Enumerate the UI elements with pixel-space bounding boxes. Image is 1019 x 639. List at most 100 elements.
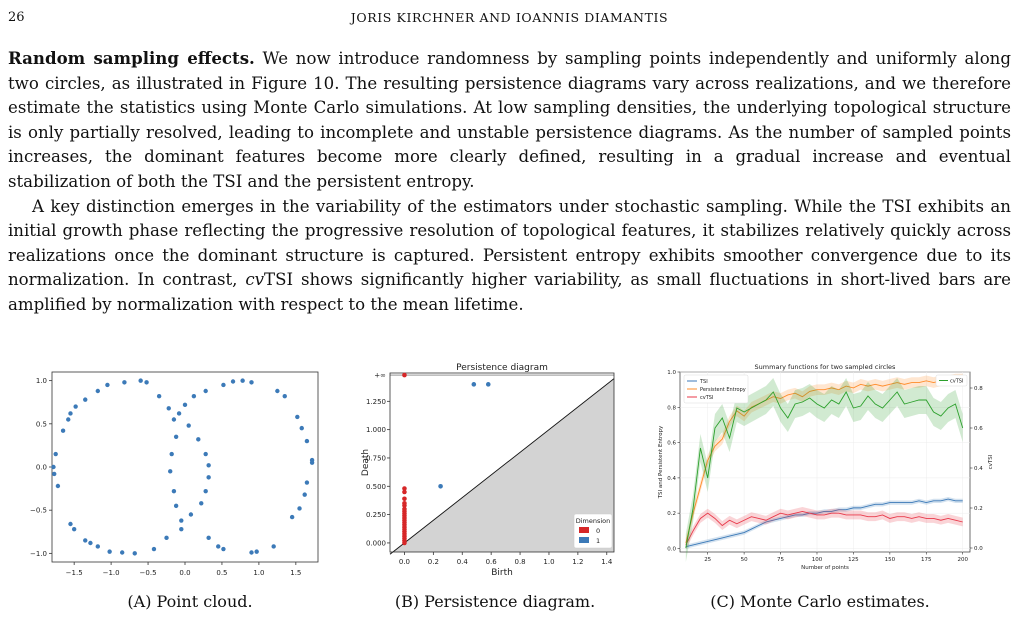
- body-text: Random sampling effects. We now introduc…: [8, 46, 1011, 318]
- dim1-point: [485, 382, 491, 387]
- series-band: [685, 496, 963, 549]
- plot-frame: [389, 372, 615, 553]
- data-point: [138, 378, 143, 383]
- data-point: [166, 406, 171, 411]
- y-tick-label-left: 0.0: [667, 546, 676, 552]
- legend-right-label: cvTSI: [950, 379, 963, 385]
- data-point: [221, 382, 226, 388]
- y-tick-label: 0.750: [366, 454, 386, 462]
- y-tick-label-infinity: +∞: [374, 372, 386, 380]
- y-tick-label-left: 0.2: [667, 511, 676, 517]
- chart-title: Summary functions for two sampled circle…: [755, 363, 897, 371]
- y-tick-label: −1.0: [30, 550, 47, 558]
- data-point: [203, 451, 208, 457]
- y-tick-label-right: 0.4: [974, 466, 983, 472]
- data-point: [122, 380, 127, 385]
- data-point: [169, 451, 174, 457]
- data-point: [88, 540, 93, 546]
- data-point: [216, 544, 221, 549]
- chart-title: Persistence diagram: [456, 363, 548, 373]
- caption-a-label: (A): [127, 592, 152, 611]
- x-tick-label: 100: [812, 557, 823, 563]
- data-point: [171, 488, 177, 494]
- data-point: [271, 544, 276, 549]
- data-point: [95, 388, 101, 394]
- data-point: [304, 480, 310, 485]
- data-point: [151, 546, 157, 552]
- data-point: [83, 397, 88, 402]
- diagonal-line: [389, 378, 615, 555]
- x-tick-label: 25: [704, 557, 711, 563]
- data-point: [206, 463, 211, 468]
- caption-a: (A) Point cloud.: [120, 592, 260, 611]
- x-tick-label: 125: [848, 557, 859, 563]
- x-tick-label: 0.2: [428, 558, 439, 566]
- paragraph-runin-heading: Random sampling effects.: [8, 48, 255, 68]
- data-point: [282, 393, 287, 399]
- x-tick-label: 0.6: [486, 558, 498, 566]
- dim0-point: [402, 506, 407, 512]
- data-point: [173, 434, 179, 439]
- paragraph-2-text-b: TSI shows significantly higher variabili…: [8, 270, 1011, 314]
- y-tick-label: 1.250: [366, 398, 386, 406]
- x-tick-label: 50: [741, 557, 748, 563]
- caption-b-label: (B): [394, 592, 420, 611]
- data-point: [249, 550, 254, 555]
- legend-left-label: cvTSI: [700, 395, 713, 401]
- y-tick-label: 0.5: [36, 420, 47, 428]
- data-point: [191, 393, 197, 399]
- series-line: [685, 391, 964, 549]
- y-tick-label-left: 0.4: [667, 476, 676, 482]
- x-axis-label: Number of points: [801, 565, 849, 571]
- data-point: [182, 402, 188, 408]
- x-tick-label: 175: [921, 557, 932, 563]
- data-point: [240, 378, 245, 383]
- y-tick-label: 0.500: [366, 483, 386, 491]
- data-point: [206, 535, 211, 541]
- dim0-point: [402, 496, 407, 502]
- data-point: [302, 492, 307, 497]
- data-point: [179, 526, 184, 532]
- series-line: [685, 498, 963, 548]
- data-point: [60, 428, 66, 433]
- data-point: [297, 506, 302, 511]
- x-tick-label: 1.5: [290, 569, 301, 577]
- data-point: [73, 404, 78, 409]
- legend-left-label: Persistent Entropy: [700, 387, 746, 393]
- y-tick-label: 0.000: [366, 539, 386, 547]
- data-point: [206, 475, 211, 480]
- x-tick-label: 1.2: [572, 558, 583, 566]
- data-point: [105, 382, 110, 388]
- dim0-point: [402, 486, 407, 491]
- dim0-point: [402, 500, 407, 506]
- y-tick-label-right: 0.2: [974, 506, 983, 512]
- data-point: [107, 549, 112, 554]
- data-point: [52, 471, 57, 477]
- dim1-point: [471, 382, 477, 387]
- y-axis-label: Death: [361, 449, 371, 476]
- x-tick-label: 1.0: [253, 569, 264, 577]
- data-point: [55, 483, 61, 489]
- y-axis-label-right: cvTSI: [988, 454, 994, 469]
- legend-right-box: [935, 374, 968, 387]
- caption-b-text: Persistence diagram.: [419, 592, 596, 611]
- caption-c-label: (C): [710, 592, 735, 611]
- data-point: [95, 544, 101, 549]
- data-point: [230, 379, 236, 384]
- caption-a-text: Point cloud.: [151, 592, 253, 611]
- data-point: [168, 469, 173, 474]
- dim1-point: [438, 483, 443, 489]
- series-line: [685, 510, 963, 546]
- legend-swatch-1: [579, 537, 589, 543]
- paragraph-1-text: We now introduce randomness by sampling …: [8, 49, 1011, 191]
- data-point: [179, 518, 184, 523]
- y-tick-label-left: 1.0: [667, 370, 676, 376]
- data-point: [164, 535, 169, 541]
- y-tick-label-right: 0.6: [974, 426, 983, 432]
- series-line: [685, 378, 963, 544]
- x-tick-label: 150: [885, 557, 896, 563]
- x-tick-label: −0.5: [140, 569, 157, 577]
- data-point: [83, 538, 88, 543]
- data-point: [144, 380, 149, 385]
- paragraph-2: A key distinction emerges in the variabi…: [8, 195, 1011, 318]
